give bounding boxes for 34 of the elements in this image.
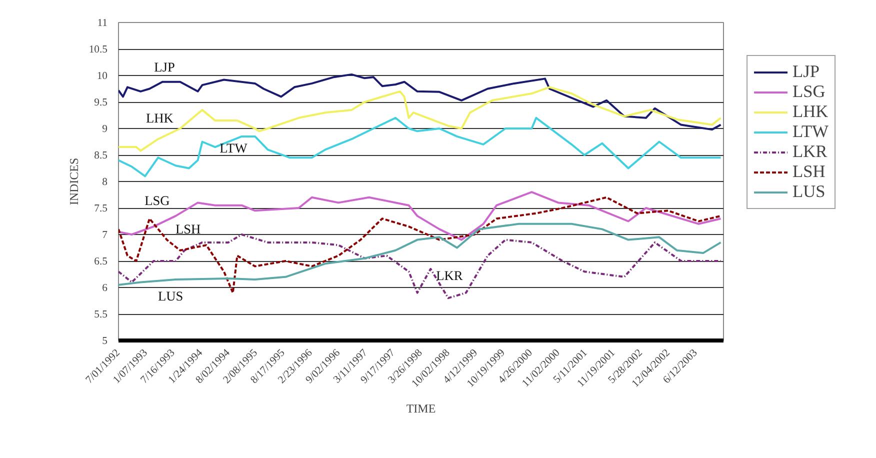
line-series [118, 222, 722, 286]
legend-label: LHK [792, 102, 828, 122]
y-tick-label: 9 [102, 124, 108, 135]
y-tick-label: 10.5 [88, 44, 108, 56]
y-tick-label: 6 [102, 283, 108, 294]
annotation: LSH [175, 222, 202, 237]
y-tick-label: 5 [102, 336, 108, 347]
legend-label: LJP [792, 62, 820, 82]
x-axis-title: TIME [406, 402, 436, 416]
annotation: LUS [158, 288, 184, 304]
legend-label: LSH [792, 162, 826, 182]
y-tick-label: 10 [96, 71, 108, 82]
line-series [118, 73, 722, 131]
legend-label: LTW [792, 122, 828, 142]
line-series [118, 234, 722, 300]
annotation: LTW [220, 140, 248, 156]
y-tick-label: 7.5 [94, 204, 108, 214]
legend-label: LSG [792, 82, 826, 102]
line-series [118, 86, 722, 152]
legend-label: LUS [792, 182, 826, 202]
line-series [118, 191, 722, 241]
annotation: LJP [154, 60, 175, 75]
y-axis-title: INDICES [66, 158, 81, 206]
annotation: LSG [144, 193, 170, 208]
y-tick-label: 7 [102, 230, 108, 241]
y-tick-label: 9.5 [94, 98, 108, 108]
y-tick-label: 8.5 [94, 150, 108, 162]
y-tick-label: 5.5 [94, 310, 108, 320]
annotation: LHK [146, 110, 174, 126]
y-tick-label: 6.5 [94, 256, 108, 268]
y-tick-label: 8 [102, 177, 108, 188]
annotation: LKR [436, 268, 463, 283]
y-tick-label: 11 [97, 18, 108, 29]
legend-label: LKR [792, 142, 828, 162]
